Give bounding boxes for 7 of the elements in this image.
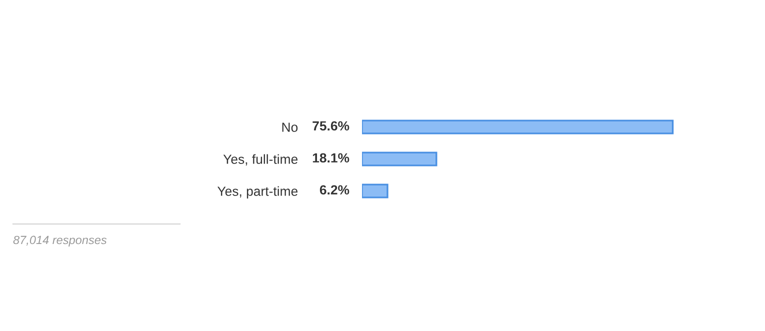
data-label: 6.2% [320, 185, 350, 195]
y-tick-label: Yes, full-time [223, 154, 298, 166]
data-label: 75.6% [312, 121, 350, 131]
y-tick-label: Yes, part-time [217, 186, 298, 199]
text: 87,014 responses [13, 236, 107, 246]
y-tick-label: No [282, 122, 298, 132]
data-label: 18.1% [312, 153, 350, 163]
